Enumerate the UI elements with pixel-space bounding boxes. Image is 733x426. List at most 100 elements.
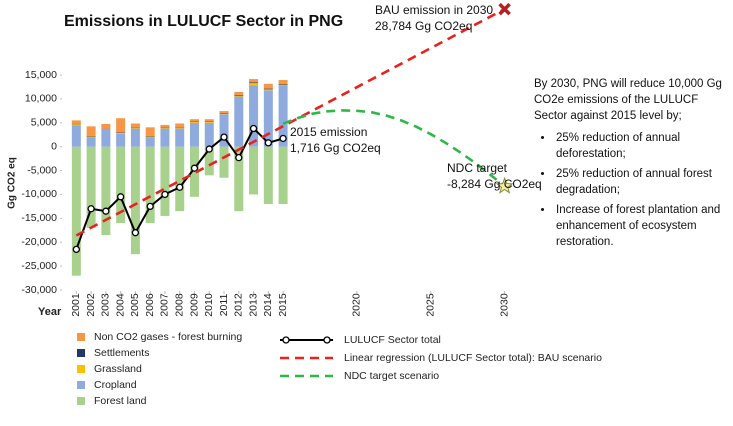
bar-segment bbox=[145, 127, 155, 136]
bar-segment bbox=[189, 122, 199, 123]
bar-segment bbox=[145, 146, 155, 224]
bar-segment bbox=[71, 124, 81, 126]
x-tick-label: 2002 bbox=[85, 293, 97, 317]
bar-segment bbox=[278, 146, 288, 204]
x-tick-label: 2007 bbox=[159, 293, 171, 317]
bar-segment bbox=[249, 82, 259, 84]
bar-segment bbox=[204, 119, 214, 122]
line-marker bbox=[264, 139, 272, 147]
bar-segment bbox=[234, 146, 244, 212]
line-marker bbox=[235, 154, 243, 162]
bar-segment bbox=[175, 146, 185, 212]
bar-segment bbox=[263, 83, 273, 89]
bar-segment bbox=[204, 146, 214, 176]
bar-segment bbox=[175, 123, 185, 128]
annotation: -8,284 Gg CO2eq bbox=[447, 177, 542, 191]
bar-segment bbox=[278, 84, 288, 86]
bar-segment bbox=[160, 128, 170, 147]
side-note-list: 25% reduction of annual deforestation; 25… bbox=[534, 130, 726, 250]
y-axis-label: Gg CO2 eq bbox=[7, 157, 18, 209]
legend-label: Forest land bbox=[94, 395, 147, 407]
bar-segment bbox=[116, 133, 126, 147]
y-tick-label: -20,000 bbox=[21, 236, 57, 248]
x-tick-label: 2003 bbox=[100, 293, 112, 317]
line bbox=[75, 7, 506, 237]
bar-segment bbox=[101, 129, 111, 130]
bar-segment bbox=[116, 118, 126, 133]
bar-segment bbox=[71, 125, 81, 147]
line-marker bbox=[102, 207, 110, 215]
y-tick-label: 0 bbox=[51, 140, 57, 152]
line-marker bbox=[279, 134, 287, 143]
x-tick-label: 2010 bbox=[203, 293, 215, 317]
x-tick-label: 2030 bbox=[498, 293, 510, 317]
bar-segment bbox=[234, 95, 244, 97]
bar-segment bbox=[160, 146, 170, 216]
line-marker bbox=[161, 190, 169, 199]
y-tick-label: -15,000 bbox=[21, 212, 57, 224]
bar-segment bbox=[175, 127, 185, 129]
bar-segment bbox=[204, 122, 214, 123]
legend-label: Non CO2 gases - forest burning bbox=[94, 331, 242, 343]
annotation: 1,716 Gg CO2eq bbox=[290, 141, 381, 155]
line-marker bbox=[190, 164, 199, 172]
line-marker bbox=[249, 124, 258, 133]
side-note-bullet: 25% reduction of annual forest degradati… bbox=[554, 166, 726, 198]
bar-segment bbox=[175, 128, 185, 147]
bar-segment bbox=[130, 127, 140, 129]
legend-label: Cropland bbox=[94, 379, 137, 391]
bar-segment bbox=[145, 137, 155, 147]
side-note-bullet: 25% reduction of annual deforestation; bbox=[554, 130, 726, 162]
bar-segment bbox=[71, 146, 81, 276]
line-marker bbox=[87, 205, 95, 213]
x-tick-label: 2004 bbox=[114, 293, 126, 317]
bar-segment bbox=[263, 90, 273, 147]
y-tick-label: -5,000 bbox=[27, 164, 57, 176]
bar-segment bbox=[249, 146, 259, 195]
legend-label: Linear regression (LULUCF Sector total):… bbox=[344, 352, 602, 364]
bar-segment bbox=[278, 85, 288, 147]
legend-label: Grassland bbox=[94, 363, 142, 375]
bar-segment bbox=[249, 85, 259, 147]
x-tick-label: 2011 bbox=[218, 294, 230, 317]
x-tick-label: 2025 bbox=[425, 293, 437, 317]
chart-title: Emissions in LULUCF Sector in PNG bbox=[64, 13, 343, 30]
legend-marker bbox=[282, 336, 290, 344]
legend-marker bbox=[323, 336, 331, 344]
bar-segment bbox=[263, 146, 273, 204]
bar-segment bbox=[86, 136, 96, 138]
legend-label: NDC target scenario bbox=[344, 370, 439, 382]
x-tick-label: 2012 bbox=[233, 293, 245, 317]
legend-label: Settlements bbox=[94, 347, 149, 359]
bar-segment bbox=[263, 89, 273, 91]
line-marker bbox=[72, 245, 80, 254]
bar-segment bbox=[86, 137, 96, 147]
bar-segment bbox=[101, 129, 111, 147]
x-tick-label: 2006 bbox=[144, 293, 156, 317]
bar-segment bbox=[116, 146, 126, 224]
annotation: 2015 emission bbox=[290, 125, 367, 139]
legend-swatch bbox=[77, 365, 85, 373]
end-marker bbox=[498, 2, 511, 16]
bar-segment bbox=[101, 123, 111, 129]
bar-segment bbox=[204, 122, 214, 147]
x-tick-label: 2015 bbox=[277, 293, 289, 317]
legend-swatch bbox=[77, 381, 85, 389]
x-tick-label: 2020 bbox=[351, 293, 363, 317]
bar-segment bbox=[160, 127, 170, 129]
bar-segment bbox=[219, 113, 229, 115]
x-tick-label: 2009 bbox=[188, 293, 200, 317]
x-axis-label: Year bbox=[38, 306, 62, 318]
line-marker bbox=[220, 133, 228, 141]
annotation: NDC target bbox=[447, 161, 508, 175]
legend-label: LULUCF Sector total bbox=[344, 334, 441, 346]
bar-segment bbox=[219, 111, 229, 113]
bar-segment bbox=[130, 146, 140, 255]
x-tick-label: 2001 bbox=[70, 293, 82, 317]
x-tick-label: 2014 bbox=[262, 293, 274, 317]
side-note-bullet: Increase of forest plantation and enhanc… bbox=[554, 202, 726, 250]
legend-swatch bbox=[77, 333, 85, 341]
bar-segment bbox=[219, 146, 229, 178]
